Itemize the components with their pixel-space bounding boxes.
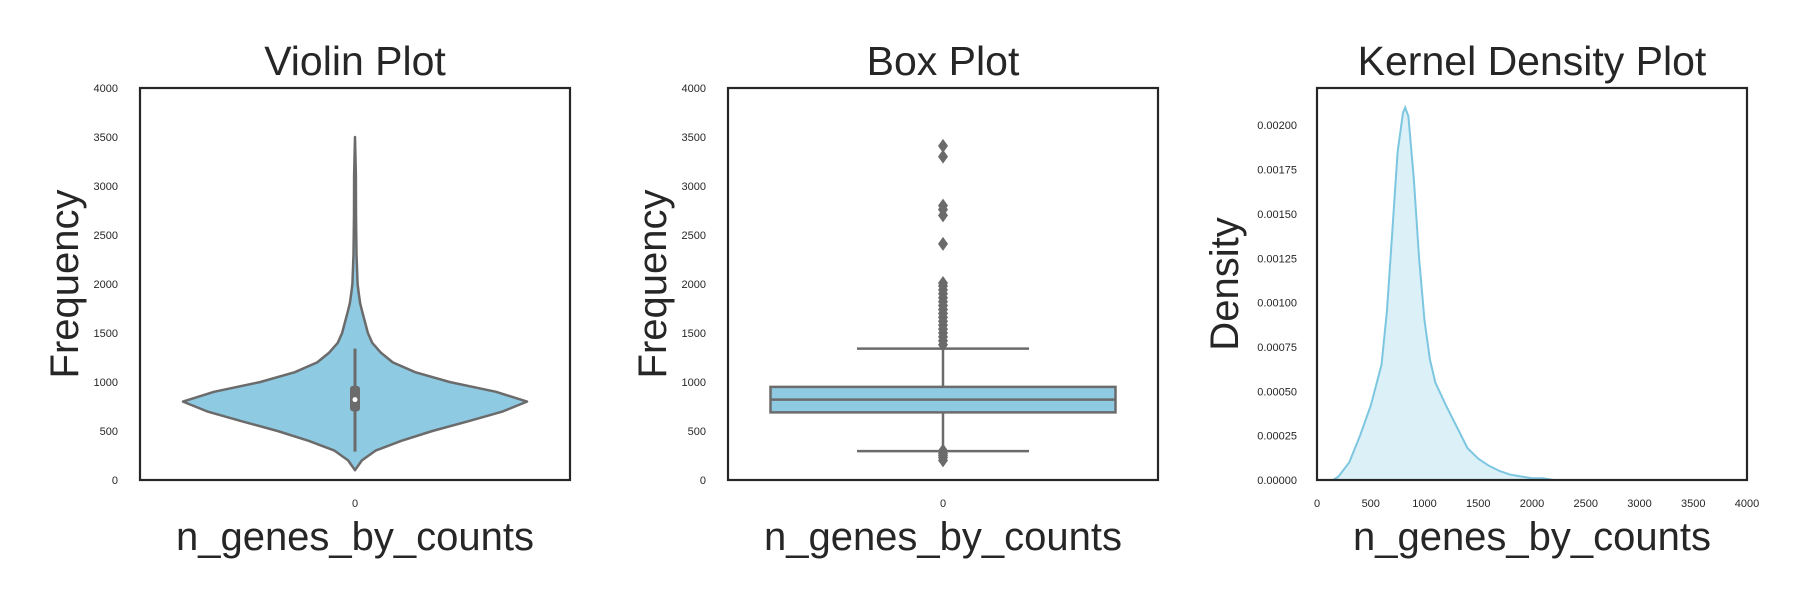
kde-area-fill xyxy=(1333,107,1694,480)
box-outlier-marker xyxy=(938,443,948,458)
kde-x-tick-label: 1000 xyxy=(1412,498,1436,510)
box-y-tick-label: 1500 xyxy=(682,328,706,340)
box-outlier-marker xyxy=(938,276,948,291)
kde-y-axis-label: Density xyxy=(1203,217,1247,350)
box-y-axis-label: Frequency xyxy=(631,190,675,379)
violin-y-tick-label: 4000 xyxy=(94,83,118,95)
kde-x-axis-label: n_genes_by_counts xyxy=(1353,515,1711,559)
kde-x-tick-label: 2000 xyxy=(1520,498,1544,510)
kde-y-tick-label: 0.00000 xyxy=(1257,475,1297,487)
kde-title: Kernel Density Plot xyxy=(1358,38,1707,84)
violin-x-axis-label: n_genes_by_counts xyxy=(176,515,534,559)
violin-y-tick-label: 0 xyxy=(112,475,118,487)
kde-x-tick-label: 1500 xyxy=(1466,498,1490,510)
box-frame xyxy=(726,86,1160,482)
violin-y-tick-label: 2500 xyxy=(94,230,118,242)
kde-plot-area xyxy=(1332,104,1694,481)
box-y-tick-label: 3000 xyxy=(682,181,706,193)
kde-y-tick-label: 0.00025 xyxy=(1257,431,1297,443)
violin-y-ticks: 0 500 1000 1500 2000 2500 3000 3500 4000 xyxy=(94,83,118,487)
violin-y-tick-label: 2000 xyxy=(94,279,118,291)
kde-x-tick-label: 4000 xyxy=(1735,498,1759,510)
kde-y-ticks: 0.00000 0.00025 0.00050 0.00075 0.00100 0.001… xyxy=(1257,120,1297,487)
kde-x-tick-label: 2500 xyxy=(1574,498,1598,510)
violin-y-axis-label: Frequency xyxy=(43,190,87,379)
box-plot-area xyxy=(769,138,1117,468)
kde-x-tick-label: 3000 xyxy=(1627,498,1651,510)
kde-x-tick-label: 3500 xyxy=(1681,498,1705,510)
box-y-tick-label: 0 xyxy=(700,475,706,487)
violin-title: Violin Plot xyxy=(264,38,446,84)
kde-x-tick-label: 0 xyxy=(1314,498,1320,510)
kde-density-line xyxy=(1332,104,1694,481)
box-y-tick-label: 2500 xyxy=(682,230,706,242)
violin-y-tick-label: 3500 xyxy=(94,132,118,144)
box-outlier-marker xyxy=(938,198,948,213)
box-y-tick-label: 4000 xyxy=(682,83,706,95)
violin-x-ticks: 0 xyxy=(352,498,358,510)
box-y-tick-label: 500 xyxy=(688,426,706,438)
box-outlier-marker xyxy=(938,236,948,251)
box-title: Box Plot xyxy=(867,38,1020,84)
kde-y-tick-label: 0.00150 xyxy=(1257,209,1297,221)
kde-y-tick-label: 0.00100 xyxy=(1257,298,1297,310)
box-y-tick-label: 1000 xyxy=(682,377,706,389)
violin-median-dot xyxy=(352,397,358,403)
kde-y-tick-label: 0.00125 xyxy=(1257,253,1297,265)
box-y-ticks: 0 500 1000 1500 2000 2500 3000 3500 4000 xyxy=(682,83,706,487)
box-panel: Box Plot 0 500 1000 1500 2000 2500 3000 3500 400… xyxy=(631,38,1160,559)
kde-y-tick-label: 0.00075 xyxy=(1257,342,1297,354)
violin-x-tick-label: 0 xyxy=(352,498,358,510)
kde-panel: Kernel Density Plot 0.00000 0.00025 0.0005… xyxy=(1203,38,1759,559)
violin-y-tick-label: 3000 xyxy=(94,181,118,193)
violin-y-tick-label: 1500 xyxy=(94,328,118,340)
violin-y-tick-label: 1000 xyxy=(94,377,118,389)
kde-y-tick-label: 0.00175 xyxy=(1257,165,1297,177)
kde-x-tick-label: 500 xyxy=(1362,498,1380,510)
kde-y-tick-label: 0.00050 xyxy=(1257,386,1297,398)
violin-y-tick-label: 500 xyxy=(100,426,118,438)
box-outlier-marker xyxy=(938,138,948,153)
box-x-ticks: 0 xyxy=(940,498,946,510)
box-x-tick-label: 0 xyxy=(940,498,946,510)
box-y-tick-label: 2000 xyxy=(682,279,706,291)
violin-body xyxy=(181,135,529,472)
kde-y-tick-label: 0.00200 xyxy=(1257,120,1297,132)
violin-frame xyxy=(138,86,572,482)
kde-frame xyxy=(1315,86,1749,482)
kde-x-ticks: 0 500 1000 1500 2000 2500 3000 3500 4000 xyxy=(1314,498,1759,510)
box-y-tick-label: 3500 xyxy=(682,132,706,144)
violin-plot-area xyxy=(181,135,529,472)
box-outlier-marker xyxy=(938,149,948,164)
box-x-axis-label: n_genes_by_counts xyxy=(764,515,1122,559)
violin-panel: Violin Plot 0 500 1000 1500 2000 2500 3000 3500… xyxy=(43,38,572,559)
